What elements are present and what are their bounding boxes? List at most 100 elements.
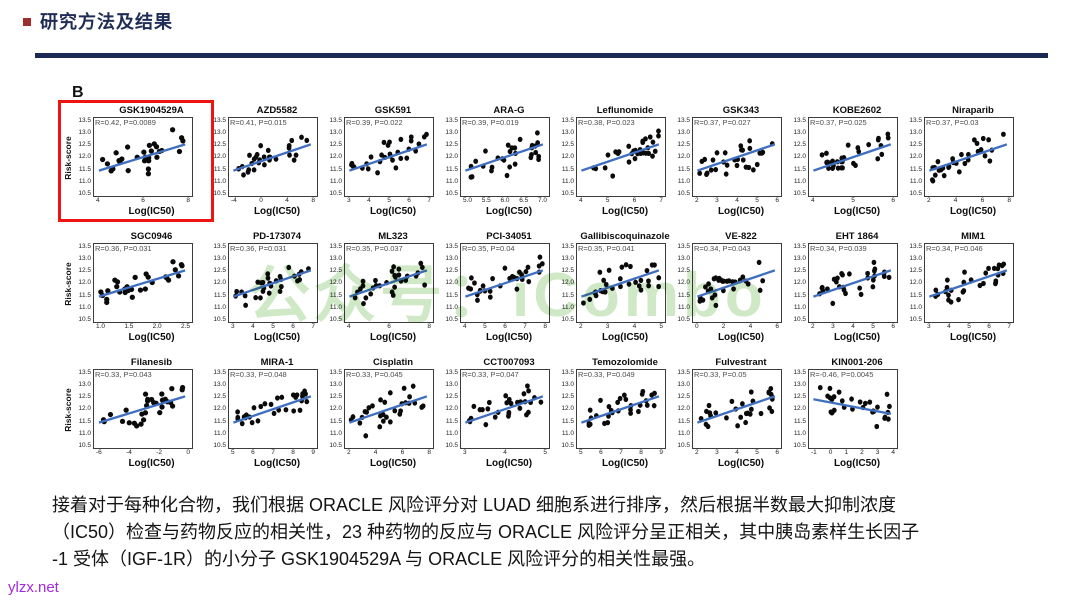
y-tick: 10.5 [793, 315, 806, 323]
plot-body: 13.5 13.0 12.5 12.0 11.5 11.0 10.5 R=0.36, P=0.… [210, 243, 326, 323]
y-tick: 12.5 [561, 267, 574, 275]
y-tick: 12.0 [445, 153, 458, 161]
y-tick: 12.5 [213, 267, 226, 275]
scatter-points [929, 261, 1008, 305]
trend-line [813, 143, 892, 172]
x-axis-label: Log(IC50) [833, 332, 881, 343]
y-tick: 12.0 [561, 153, 574, 161]
trend-line [813, 398, 892, 416]
y-tick: 12.0 [677, 153, 690, 161]
y-tick: 13.5 [677, 369, 690, 376]
scatter-plot: GSK343 13.5 13.0 12.5 12.0 11.5 11.0 10.5 R=0.37… [674, 104, 790, 218]
x-tick: 6 [891, 197, 895, 204]
plot-body: 13.5 13.0 12.5 12.0 11.5 11.0 10.5 R=0.37, P=0.… [790, 117, 906, 197]
plot-area: R=0.34, P=0.043 [692, 243, 782, 323]
y-tick: 11.5 [561, 417, 574, 425]
y-tick: 10.5 [213, 441, 226, 449]
y-tick: 12.5 [78, 267, 91, 275]
x-tick: 8 [427, 449, 431, 456]
x-tick: 6 [599, 449, 603, 456]
plot-title: MIM1 [961, 231, 985, 242]
x-tick: 9 [659, 449, 663, 456]
x-axis-ticks: 2 3 4 5 [576, 323, 666, 332]
x-tick: 3 [605, 323, 610, 330]
x-tick: 2 [927, 197, 931, 204]
y-axis-ticks: 13.5 13.0 12.5 12.0 11.5 11.0 10.5 [558, 243, 576, 323]
x-axis-label: Log(IC50) [485, 332, 533, 343]
plot-body: 13.5 13.0 12.5 12.0 11.5 11.0 10.5 R=0.34, P=0.… [906, 243, 1022, 323]
scatter-points [349, 260, 428, 307]
x-tick: 4 [373, 449, 378, 456]
y-tick: 10.5 [793, 441, 806, 449]
y-tick: 13.5 [329, 369, 342, 376]
correlation-stats: R=0.37, P=0.027 [694, 118, 751, 127]
x-axis-label: Log(IC50) [253, 458, 301, 469]
y-tick: 11.0 [78, 303, 91, 311]
scatter-points [465, 130, 544, 180]
plot-area: R=0.36, P=0.031 [228, 243, 318, 323]
plot-title: Cisplatin [372, 357, 414, 368]
y-tick: 12.0 [677, 405, 690, 413]
trend-line [233, 269, 312, 298]
plot-area: R=0.37, P=0.03 [924, 117, 1014, 197]
x-tick: 7 [1007, 323, 1011, 330]
x-tick: 2 [579, 323, 583, 330]
scatter-points [349, 131, 429, 176]
correlation-stats: R=-0.46, P=0.0045 [810, 370, 874, 379]
plot-title: EHT 1864 [835, 231, 879, 242]
y-tick: 13.5 [561, 117, 574, 124]
plot-title: ML323 [378, 231, 408, 242]
trend-line [349, 143, 428, 172]
x-tick: 2.5 [180, 323, 190, 330]
x-tick: 5 [755, 449, 759, 456]
trend-line [813, 269, 892, 298]
x-axis-ticks: 2 4 6 8 [344, 449, 434, 458]
plot-body: 13.5 13.0 12.5 12.0 11.5 11.0 10.5 R=0.37, P=0.… [674, 117, 790, 197]
x-axis-label: Log(IC50) [601, 206, 649, 217]
y-tick: 13.0 [445, 255, 458, 263]
y-axis-label: Risk-score [63, 388, 73, 432]
y-tick: 11.0 [213, 303, 226, 311]
y-tick: 11.5 [793, 165, 806, 173]
x-tick: 6 [980, 197, 985, 204]
x-tick: 4 [251, 323, 255, 330]
y-tick: 12.5 [793, 267, 806, 275]
x-axis-ticks: 2 4 6 8 [924, 197, 1014, 206]
y-tick: 11.0 [445, 177, 458, 185]
figure-panel: B GSK1904529A Risk-score 13.5 13.0 12.5 12.0 1… [58, 82, 1045, 486]
plot-body: 13.5 13.0 12.5 12.0 11.5 11.0 10.5 R=0.35, P=0.… [558, 243, 674, 323]
panel-label: B [72, 84, 84, 101]
scatter-plot: PD-173074 13.5 13.0 12.5 12.0 11.5 11.0 10.5 R=0… [210, 230, 326, 344]
plot-body: 13.5 13.0 12.5 12.0 11.5 11.0 10.5 R=0.39, P=0.… [442, 117, 558, 197]
correlation-stats: R=0.41, P=0.015 [230, 118, 287, 127]
trend-line [581, 269, 660, 298]
x-tick: 3 [831, 323, 835, 330]
scatter-plot: Filanesib Risk-score 13.5 13.0 12.5 12.0 11.5 1… [62, 356, 210, 470]
x-axis-ticks: 5.0 5.5 6.0 6.5 7.0 [460, 197, 550, 206]
x-tick: 4 [811, 197, 815, 204]
correlation-stats: R=0.33, P=0.049 [578, 370, 635, 379]
x-tick: 7 [311, 323, 315, 330]
y-tick: 11.5 [445, 165, 458, 173]
y-tick: 11.5 [329, 417, 342, 425]
x-tick: 0 [259, 197, 263, 204]
scatter-points [465, 383, 544, 428]
y-axis-ticks: 13.5 13.0 12.5 12.0 11.5 11.0 10.5 [75, 117, 93, 197]
y-tick: 13.5 [909, 117, 922, 124]
plot-area: R=0.42, P=0.0089 [93, 117, 193, 197]
y-tick: 11.0 [213, 429, 226, 437]
x-tick: 6.5 [519, 197, 529, 204]
x-axis-label: Log(IC50) [253, 206, 301, 217]
x-tick: 5 [483, 323, 487, 330]
x-axis-ticks: 4 6 8 [344, 323, 434, 332]
x-tick: 5 [543, 449, 547, 456]
x-tick: 4 [891, 449, 895, 456]
x-tick: 8 [291, 449, 295, 456]
y-tick: 11.0 [561, 429, 574, 437]
y-tick: 11.5 [561, 291, 574, 299]
y-tick: 12.0 [793, 153, 806, 161]
x-axis-label: Log(IC50) [369, 206, 417, 217]
x-tick: 3 [875, 449, 880, 456]
y-tick: 12.5 [677, 393, 690, 401]
y-tick: 13.0 [213, 255, 226, 263]
